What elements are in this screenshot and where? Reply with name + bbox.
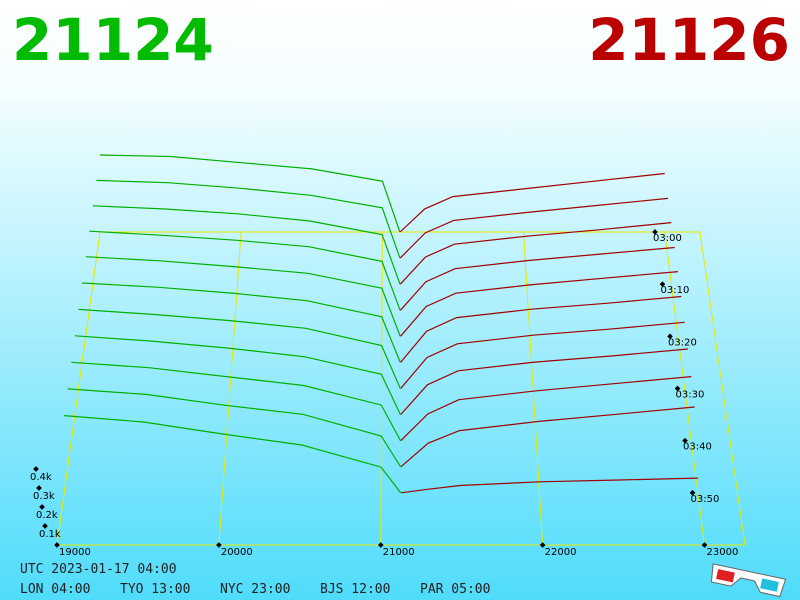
bid-depth-line xyxy=(74,335,401,415)
ask-depth-line xyxy=(400,348,688,416)
x-tick-label: 23000 xyxy=(707,547,739,558)
bid-depth-line xyxy=(71,361,402,441)
bid-depth-line xyxy=(78,308,401,389)
bid-depth-line xyxy=(99,154,401,233)
x-tick-label: 22000 xyxy=(545,547,577,558)
city-time: PAR 05:00 xyxy=(420,582,490,597)
ask-depth-line xyxy=(399,246,675,311)
bid-depth-line xyxy=(64,415,402,494)
grid-line xyxy=(218,231,242,546)
bid-depth-line xyxy=(96,179,401,259)
t-tick-label: 03:00 xyxy=(653,233,682,244)
grid-line xyxy=(380,231,383,546)
y-tick-label: 0.1k xyxy=(39,529,61,540)
t-tick-marker xyxy=(682,437,688,444)
t-tick-label: 03:20 xyxy=(668,337,697,348)
ask-depth-line xyxy=(399,222,672,285)
t-tick-label: 03:30 xyxy=(676,390,705,401)
bid-depth-line xyxy=(92,205,401,285)
bid-depth-line xyxy=(85,256,401,337)
grid-line xyxy=(664,231,706,546)
t-tick-marker xyxy=(674,385,681,392)
bid-depth-line xyxy=(82,282,401,363)
t-tick-label: 03:10 xyxy=(661,285,690,296)
ask-depth-line xyxy=(399,172,665,233)
ask-depth-line xyxy=(399,197,669,259)
x-tick-label: 21000 xyxy=(383,547,415,558)
x-tick-label: 19000 xyxy=(59,547,91,558)
tick-marker xyxy=(377,542,384,548)
y-tick-label: 0.3k xyxy=(33,491,55,502)
ask-depth-line xyxy=(400,295,682,363)
city-time: BJS 12:00 xyxy=(320,582,390,597)
tick-marker xyxy=(539,542,546,548)
bid-depth-line xyxy=(89,230,401,311)
x-tick-label: 20000 xyxy=(221,547,253,558)
t-tick-marker xyxy=(667,333,673,340)
city-time: NYC 23:00 xyxy=(220,582,290,597)
t-tick-marker xyxy=(652,229,658,235)
grid-line xyxy=(523,231,544,546)
tick-marker xyxy=(216,542,222,548)
bid-price: 21124 xyxy=(12,6,214,74)
t-tick-label: 03:50 xyxy=(691,494,720,505)
t-tick-marker xyxy=(689,490,696,496)
bid-depth-line xyxy=(67,388,402,468)
3d-glasses-icon xyxy=(710,563,787,598)
city-time: TYO 13:00 xyxy=(120,582,190,597)
y-tick-label: 0.4k xyxy=(30,472,52,483)
tick-marker xyxy=(54,542,60,548)
ask-depth-line xyxy=(400,406,695,468)
city-times: LON 04:00 TYO 13:00 NYC 23:00 BJS 12:00 PAR … xyxy=(20,582,490,597)
ask-price: 21126 xyxy=(588,6,790,74)
y-tick-marker xyxy=(42,523,48,529)
utc-time: UTC 2023-01-17 04:00 xyxy=(20,562,177,577)
t-tick-label: 03:40 xyxy=(683,442,712,453)
t-tick-marker xyxy=(659,281,666,287)
depth-plot: 19000 20000 21000 22000 23000 0.1k 0.2k 0.3k 0.4… xyxy=(30,154,746,558)
ask-depth-line xyxy=(400,477,698,494)
tick-marker xyxy=(701,542,708,548)
ask-depth-line xyxy=(400,321,685,389)
city-time: LON 04:00 xyxy=(20,582,90,597)
ask-depth-line xyxy=(400,271,679,337)
ask-depth-line xyxy=(400,376,692,442)
y-tick-label: 0.2k xyxy=(36,510,58,521)
